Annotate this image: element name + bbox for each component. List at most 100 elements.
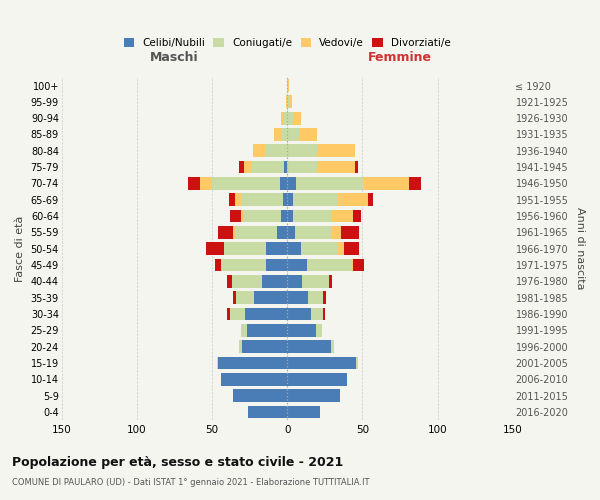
Bar (221, 373, 287, 386)
Bar (287, 324, 316, 336)
Bar (356, 356, 358, 370)
Bar (293, 194, 338, 206)
Bar (218, 226, 233, 239)
Bar (245, 308, 287, 320)
Bar (235, 226, 277, 239)
Bar (311, 308, 323, 320)
Bar (218, 356, 287, 370)
Bar (224, 242, 266, 255)
Bar (293, 210, 331, 222)
Bar (323, 308, 325, 320)
Bar (284, 161, 287, 173)
Bar (341, 226, 359, 239)
Bar (227, 308, 230, 320)
Bar (281, 210, 287, 222)
Bar (331, 210, 353, 222)
Bar (241, 324, 247, 336)
Bar (266, 242, 287, 255)
Bar (287, 275, 302, 288)
Bar (277, 226, 287, 239)
Bar (230, 308, 245, 320)
Bar (323, 292, 326, 304)
Bar (281, 128, 287, 141)
Bar (229, 194, 235, 206)
Bar (287, 242, 301, 255)
Bar (287, 292, 308, 304)
Bar (217, 356, 218, 370)
Bar (215, 258, 221, 272)
Bar (253, 144, 265, 157)
Bar (241, 210, 244, 222)
Bar (316, 324, 322, 336)
Bar (221, 258, 266, 272)
Bar (287, 161, 317, 173)
Text: Maschi: Maschi (150, 52, 199, 64)
Bar (227, 275, 232, 288)
Bar (289, 96, 292, 108)
Bar (239, 161, 244, 173)
Bar (287, 210, 293, 222)
Text: COMUNE DI PAULARO (UD) - Dati ISTAT 1° gennaio 2021 - Elaborazione TUTTITALIA.IT: COMUNE DI PAULARO (UD) - Dati ISTAT 1° g… (12, 478, 370, 487)
Bar (287, 356, 356, 370)
Bar (332, 226, 341, 239)
Bar (352, 258, 353, 272)
Bar (251, 161, 284, 173)
Bar (235, 194, 241, 206)
Bar (296, 177, 364, 190)
Bar (274, 128, 281, 141)
Bar (353, 210, 361, 222)
Bar (331, 340, 334, 353)
Bar (338, 242, 344, 255)
Bar (266, 258, 287, 272)
Bar (286, 96, 287, 108)
Bar (307, 258, 352, 272)
Bar (287, 258, 307, 272)
Bar (368, 194, 373, 206)
Bar (248, 406, 287, 418)
Bar (247, 324, 287, 336)
Bar (236, 292, 254, 304)
Bar (287, 390, 340, 402)
Bar (188, 177, 200, 190)
Bar (280, 177, 287, 190)
Bar (262, 275, 287, 288)
Bar (239, 340, 242, 353)
Bar (353, 258, 364, 272)
Bar (317, 161, 355, 173)
Bar (233, 390, 287, 402)
Bar (287, 79, 289, 92)
Bar (233, 292, 236, 304)
Bar (200, 177, 212, 190)
Bar (295, 226, 332, 239)
Bar (232, 275, 262, 288)
Bar (287, 226, 295, 239)
Bar (344, 242, 359, 255)
Bar (364, 177, 409, 190)
Bar (338, 194, 368, 206)
Bar (284, 112, 287, 124)
Bar (241, 194, 283, 206)
Bar (301, 242, 338, 255)
Bar (287, 144, 317, 157)
Bar (287, 340, 331, 353)
Bar (287, 373, 347, 386)
Bar (244, 210, 281, 222)
Bar (299, 128, 317, 141)
Bar (355, 161, 358, 173)
Bar (242, 340, 287, 353)
Bar (283, 194, 287, 206)
Text: Popolazione per età, sesso e stato civile - 2021: Popolazione per età, sesso e stato civil… (12, 456, 343, 469)
Bar (287, 128, 299, 141)
Bar (293, 112, 301, 124)
Bar (287, 308, 311, 320)
Text: Femmine: Femmine (368, 52, 432, 64)
Bar (287, 177, 296, 190)
Bar (287, 96, 289, 108)
Bar (233, 226, 235, 239)
Bar (329, 275, 332, 288)
Bar (287, 406, 320, 418)
Bar (287, 112, 293, 124)
Bar (265, 144, 287, 157)
Y-axis label: Anni di nascita: Anni di nascita (575, 208, 585, 290)
Bar (254, 292, 287, 304)
